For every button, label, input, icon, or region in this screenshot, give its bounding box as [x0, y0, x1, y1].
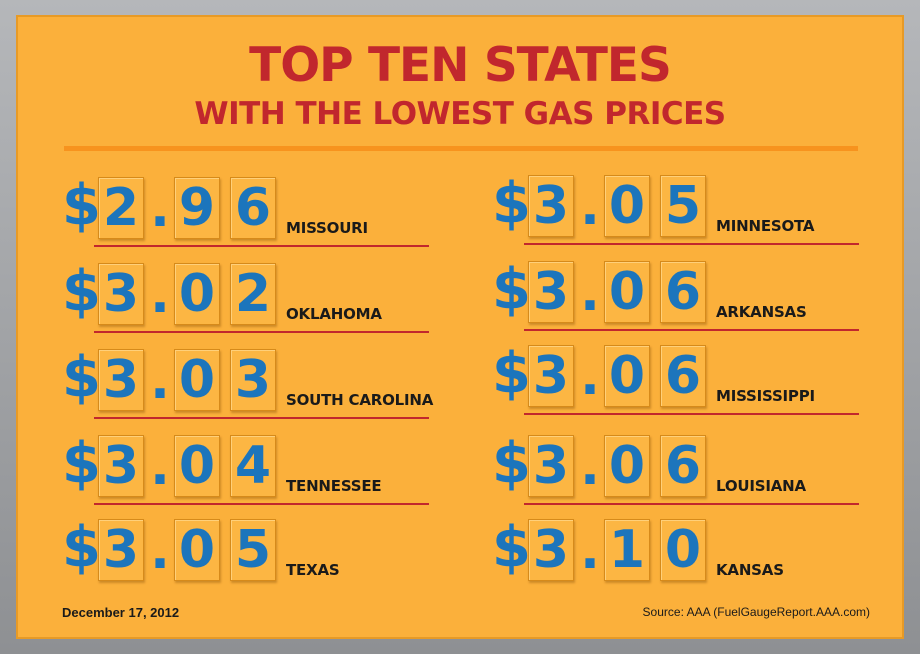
- row-underline: [94, 331, 429, 333]
- price-row-mississippi: $ 3 . 0 6 MISSISSIPPI: [492, 341, 874, 423]
- price-decimal: .: [580, 521, 600, 581]
- dollar-sign: $: [492, 341, 531, 406]
- price-row-missouri: $ 2 . 9 6 MISSOURI: [62, 173, 444, 255]
- price-board: TOP TEN STATES WITH THE LOWEST GAS PRICE…: [16, 15, 904, 639]
- row-underline: [524, 243, 859, 245]
- price-digit: 9: [174, 177, 220, 239]
- price-digit: 0: [604, 261, 650, 323]
- dollar-sign: $: [62, 345, 101, 410]
- price-decimal: .: [150, 521, 170, 581]
- price-decimal: .: [580, 437, 600, 497]
- dollar-sign: $: [62, 431, 101, 496]
- price-digit: 3: [528, 519, 574, 581]
- board-subtitle: WITH THE LOWEST GAS PRICES: [194, 96, 726, 132]
- price-digit: 3: [98, 435, 144, 497]
- state-label: TEXAS: [286, 561, 340, 579]
- price-digit: 3: [98, 349, 144, 411]
- price-digit: 1: [604, 519, 650, 581]
- date-label: December 17, 2012: [62, 605, 180, 620]
- title-divider: [64, 146, 858, 151]
- price-digit: 0: [660, 519, 706, 581]
- price-decimal: .: [150, 179, 170, 239]
- price-digit: 0: [604, 175, 650, 237]
- dollar-sign: $: [492, 515, 531, 580]
- price-digit: 3: [528, 435, 574, 497]
- price-row-south-carolina: $ 3 . 0 3 SOUTH CAROLINA: [62, 345, 444, 427]
- price-digit: 6: [660, 345, 706, 407]
- price-digit: 3: [528, 345, 574, 407]
- state-label: MISSISSIPPI: [716, 387, 815, 405]
- dollar-sign: $: [62, 259, 101, 324]
- price-row-tennessee: $ 3 . 0 4 TENNESSEE: [62, 431, 444, 513]
- price-digit: 4: [230, 435, 276, 497]
- price-digit: 2: [230, 263, 276, 325]
- dollar-sign: $: [62, 515, 101, 580]
- price-row-texas: $ 3 . 0 5 TEXAS: [62, 515, 444, 597]
- price-digit: 5: [230, 519, 276, 581]
- price-digit: 0: [174, 435, 220, 497]
- dollar-sign: $: [492, 171, 531, 236]
- price-decimal: .: [580, 177, 600, 237]
- dollar-sign: $: [492, 431, 531, 496]
- state-label: ARKANSAS: [716, 303, 807, 321]
- price-digit: 0: [174, 349, 220, 411]
- price-row-kansas: $ 3 . 1 0 KANSAS: [492, 515, 874, 597]
- state-label: MINNESOTA: [716, 217, 815, 235]
- row-underline: [524, 503, 859, 505]
- price-decimal: .: [150, 437, 170, 497]
- row-underline: [94, 417, 429, 419]
- price-digit: 2: [98, 177, 144, 239]
- price-digit: 0: [174, 519, 220, 581]
- price-digit: 3: [98, 519, 144, 581]
- price-decimal: .: [580, 263, 600, 323]
- row-underline: [94, 503, 429, 505]
- price-digit: 0: [604, 435, 650, 497]
- price-decimal: .: [580, 347, 600, 407]
- dollar-sign: $: [492, 257, 531, 322]
- state-label: MISSOURI: [286, 219, 368, 237]
- price-digit: 3: [230, 349, 276, 411]
- price-digit: 6: [660, 261, 706, 323]
- price-digit: 6: [660, 435, 706, 497]
- row-underline: [94, 245, 429, 247]
- price-digit: 6: [230, 177, 276, 239]
- board-title: TOP TEN STATES: [249, 38, 672, 93]
- price-digit: 0: [174, 263, 220, 325]
- price-decimal: .: [150, 265, 170, 325]
- price-digit: 3: [98, 263, 144, 325]
- price-row-oklahoma: $ 3 . 0 2 OKLAHOMA: [62, 259, 444, 341]
- price-digit: 3: [528, 175, 574, 237]
- row-underline: [524, 413, 859, 415]
- price-digit: 0: [604, 345, 650, 407]
- price-digit: 5: [660, 175, 706, 237]
- price-row-minnesota: $ 3 . 0 5 MINNESOTA: [492, 171, 874, 253]
- price-row-arkansas: $ 3 . 0 6 ARKANSAS: [492, 257, 874, 339]
- state-label: TENNESSEE: [286, 477, 382, 495]
- row-underline: [524, 329, 859, 331]
- state-label: SOUTH CAROLINA: [286, 391, 434, 409]
- price-decimal: .: [150, 351, 170, 411]
- dollar-sign: $: [62, 173, 101, 238]
- price-digit: 3: [528, 261, 574, 323]
- state-label: OKLAHOMA: [286, 305, 382, 323]
- state-label: KANSAS: [716, 561, 784, 579]
- source-label: Source: AAA (FuelGaugeReport.AAA.com): [642, 605, 870, 619]
- price-row-louisiana: $ 3 . 0 6 LOUISIANA: [492, 431, 874, 513]
- state-label: LOUISIANA: [716, 477, 806, 495]
